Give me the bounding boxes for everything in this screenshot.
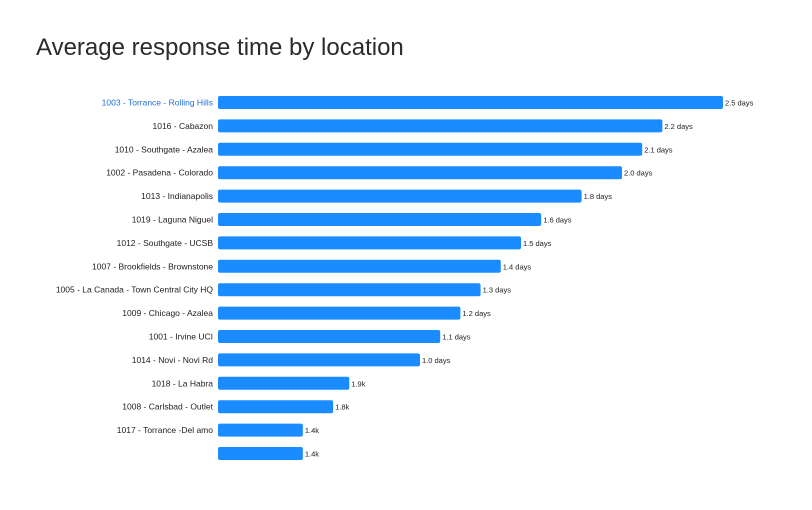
category-label-5: 1019 - Laguna Niguel	[132, 215, 213, 225]
data-label-4: 1.8 days	[584, 192, 613, 201]
category-label-0: 1003 - Torrance - Rolling Hills	[102, 98, 213, 108]
category-label-1: 1016 - Cabazon	[153, 121, 214, 131]
category-label-8: 1005 - La Canada - Town Central City HQ	[56, 285, 214, 295]
chart-title: Average response time by location	[36, 34, 404, 61]
bar-0[interactable]	[218, 96, 723, 109]
data-label-13: 1.8k	[335, 403, 349, 412]
category-label-9: 1009 - Chicago - Azalea	[122, 308, 213, 318]
category-label-3: 1002 - Pasadena - Colorado	[106, 168, 213, 178]
bar-3[interactable]	[218, 166, 622, 180]
category-label-13: 1008 - Carlsbad - Outlet	[122, 402, 213, 412]
data-label-2: 2.1 days	[644, 145, 673, 154]
data-label-1: 2.2 days	[664, 122, 693, 131]
category-label-11: 1014 - Novi - Novi Rd	[132, 355, 214, 365]
category-label-4: 1013 - Indianapolis	[141, 191, 213, 201]
bar-13[interactable]	[218, 400, 334, 414]
bar-11[interactable]	[218, 353, 420, 367]
bar-9[interactable]	[218, 306, 461, 320]
bar-14[interactable]	[218, 423, 303, 437]
bar-7[interactable]	[218, 259, 501, 273]
category-label-14: 1017 - Torrance -Del amo	[117, 425, 213, 435]
data-label-12: 1.9k	[351, 379, 365, 388]
data-label-7: 1.4 days	[503, 262, 532, 271]
bar-15[interactable]	[218, 447, 303, 460]
category-label-10: 1001 - Irvine UCI	[149, 332, 213, 342]
bar-1[interactable]	[218, 119, 663, 133]
bar-12[interactable]	[218, 376, 350, 390]
data-label-10: 1.1 days	[442, 333, 471, 342]
data-label-14: 1.4k	[305, 426, 319, 435]
category-label-7: 1007 - Brookfields - Brownstone	[92, 261, 213, 271]
bar-5[interactable]	[218, 213, 542, 226]
data-label-5: 1.6 days	[543, 216, 572, 225]
category-label-2: 1010 - Southgate - Azalea	[115, 144, 214, 154]
data-label-8: 1.3 days	[483, 286, 512, 295]
category-label-12: 1018 - La Habra	[152, 378, 214, 388]
bar-4[interactable]	[218, 189, 582, 203]
data-label-3: 2.0 days	[624, 169, 653, 178]
bar-6[interactable]	[218, 236, 521, 250]
bar-10[interactable]	[218, 330, 441, 343]
data-label-9: 1.2 days	[462, 309, 491, 318]
data-label-0: 2.5 days	[725, 99, 754, 108]
data-label-15: 1.4k	[305, 450, 319, 459]
data-label-6: 1.5 days	[523, 239, 552, 248]
bar-2[interactable]	[218, 142, 643, 156]
data-label-11: 1.0 days	[422, 356, 451, 365]
category-label-6: 1012 - Southgate - UCSB	[117, 238, 214, 248]
bar-8[interactable]	[218, 283, 481, 297]
